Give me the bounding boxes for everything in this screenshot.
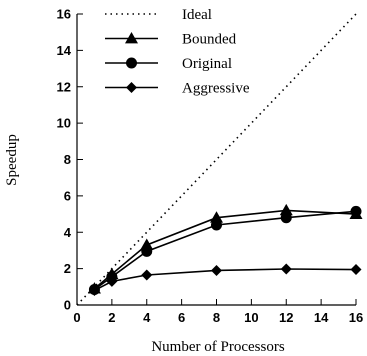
y-tick-label: 12 bbox=[57, 79, 71, 94]
ideal-line bbox=[76, 13, 357, 306]
x-tick-label: 10 bbox=[244, 310, 258, 325]
bounded-point bbox=[279, 203, 293, 216]
legend-ideal-label: Ideal bbox=[182, 7, 212, 23]
series-aggressive bbox=[88, 263, 362, 296]
y-tick-label: 6 bbox=[64, 188, 71, 203]
legend-bounded-label: Bounded bbox=[182, 32, 237, 48]
x-tick-label: 8 bbox=[213, 310, 220, 325]
original-point bbox=[350, 205, 362, 217]
series-layer bbox=[76, 13, 363, 306]
axes: 0 2 4 6 8 10 12 14 16 0 2 4 6 8 10 12 14 16 bbox=[57, 7, 364, 326]
aggressive-point bbox=[280, 263, 292, 275]
y-tick-label: 16 bbox=[57, 7, 71, 22]
y-tick-label: 0 bbox=[64, 298, 71, 313]
x-tick-label: 6 bbox=[178, 310, 185, 325]
legend-aggressive-marker bbox=[126, 82, 137, 93]
aggressive-point bbox=[106, 275, 118, 287]
y-tick-label: 4 bbox=[64, 225, 72, 240]
x-tick-label: 2 bbox=[108, 310, 115, 325]
aggressive-point bbox=[141, 269, 153, 281]
y-axis-title: Speedup bbox=[4, 134, 20, 186]
series-bounded bbox=[87, 203, 363, 294]
original-point bbox=[280, 212, 292, 224]
y-tick-label: 14 bbox=[57, 43, 72, 58]
aggressive-point bbox=[211, 264, 222, 276]
x-axis-title: Number of Processors bbox=[151, 339, 284, 355]
series-original bbox=[88, 205, 362, 296]
legend: Ideal Bounded Original Aggressive bbox=[105, 7, 250, 97]
y-tick-label: 10 bbox=[57, 116, 71, 131]
original-point bbox=[141, 245, 153, 257]
original-point bbox=[211, 219, 222, 231]
x-tick-label: 4 bbox=[143, 310, 151, 325]
legend-original-marker bbox=[126, 57, 137, 69]
aggressive-point bbox=[350, 264, 362, 276]
bounded-point bbox=[210, 211, 223, 223]
aggressive-point bbox=[88, 284, 100, 296]
y-tick-label: 2 bbox=[64, 261, 71, 276]
aggressive-line bbox=[94, 268, 357, 292]
series-ideal bbox=[76, 13, 357, 306]
legend-aggressive-label: Aggressive bbox=[182, 81, 250, 97]
x-tick-label: 16 bbox=[349, 310, 363, 325]
x-tick-label: 14 bbox=[314, 310, 329, 325]
legend-bounded-marker bbox=[125, 32, 138, 44]
x-tick-label: 0 bbox=[73, 310, 80, 325]
x-tick-label: 12 bbox=[279, 310, 293, 325]
y-tick-label: 8 bbox=[64, 152, 71, 167]
legend-original-label: Original bbox=[182, 56, 232, 72]
